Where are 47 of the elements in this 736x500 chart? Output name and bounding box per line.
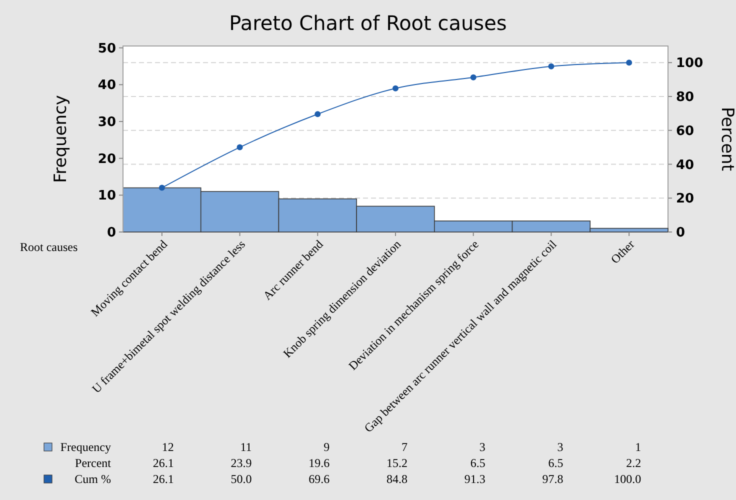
point bbox=[392, 85, 398, 92]
y2-tick-label: 100 bbox=[676, 56, 704, 72]
text: 23.9 bbox=[230, 456, 252, 470]
legend-label: Cum % bbox=[74, 472, 111, 486]
data-label: 3 bbox=[557, 440, 564, 454]
point bbox=[548, 63, 554, 70]
text: 15.2 bbox=[386, 456, 408, 470]
data-label: 1 bbox=[635, 440, 642, 454]
y-tick-label: 10 bbox=[98, 188, 116, 204]
y2-tick-label: 20 bbox=[676, 192, 694, 207]
data-label: 11 bbox=[240, 440, 252, 454]
text: 6.5 bbox=[470, 456, 486, 470]
y2-tick-label: 80 bbox=[676, 90, 694, 106]
data-label: 26.1 bbox=[152, 472, 174, 486]
point bbox=[626, 60, 632, 66]
y-tick-label: 0 bbox=[106, 226, 116, 241]
text: 26.1 bbox=[152, 456, 174, 470]
point bbox=[314, 111, 321, 118]
data-label: 7 bbox=[402, 440, 408, 454]
text: 19.6 bbox=[308, 456, 330, 470]
y2-tick-label: 60 bbox=[676, 124, 694, 139]
data-label: 91.3 bbox=[464, 472, 486, 486]
data-label: 97.8 bbox=[542, 472, 564, 486]
legend-label: Frequency bbox=[60, 440, 111, 454]
x-axis-title: Root causes bbox=[20, 240, 78, 254]
point bbox=[470, 74, 476, 80]
point bbox=[158, 184, 165, 191]
y-tick-label: 50 bbox=[98, 41, 116, 56]
data-label: 100.0 bbox=[614, 472, 642, 486]
chart-title: Pareto Chart of Root causes bbox=[229, 11, 507, 35]
y2-tick-label: 0 bbox=[676, 226, 686, 241]
text: 6.5 bbox=[548, 456, 564, 470]
text: 2.2 bbox=[626, 456, 642, 470]
y2-axis-title: Percent bbox=[717, 107, 736, 172]
data-label: 3 bbox=[479, 440, 486, 454]
data-label: 69.6 bbox=[308, 472, 330, 486]
y-tick-label: 40 bbox=[98, 78, 116, 94]
y-tick-label: 30 bbox=[98, 115, 116, 130]
y2-tick-label: 40 bbox=[676, 158, 694, 173]
data-label: 84.8 bbox=[386, 472, 408, 486]
data-label: 50.0 bbox=[230, 472, 252, 486]
point bbox=[236, 144, 243, 150]
data-label: 12 bbox=[162, 440, 174, 454]
y-axis-title: Frequency bbox=[51, 95, 71, 183]
data-label: 9 bbox=[324, 440, 330, 454]
text: Percent bbox=[75, 456, 112, 470]
y-tick-label: 20 bbox=[98, 152, 116, 167]
